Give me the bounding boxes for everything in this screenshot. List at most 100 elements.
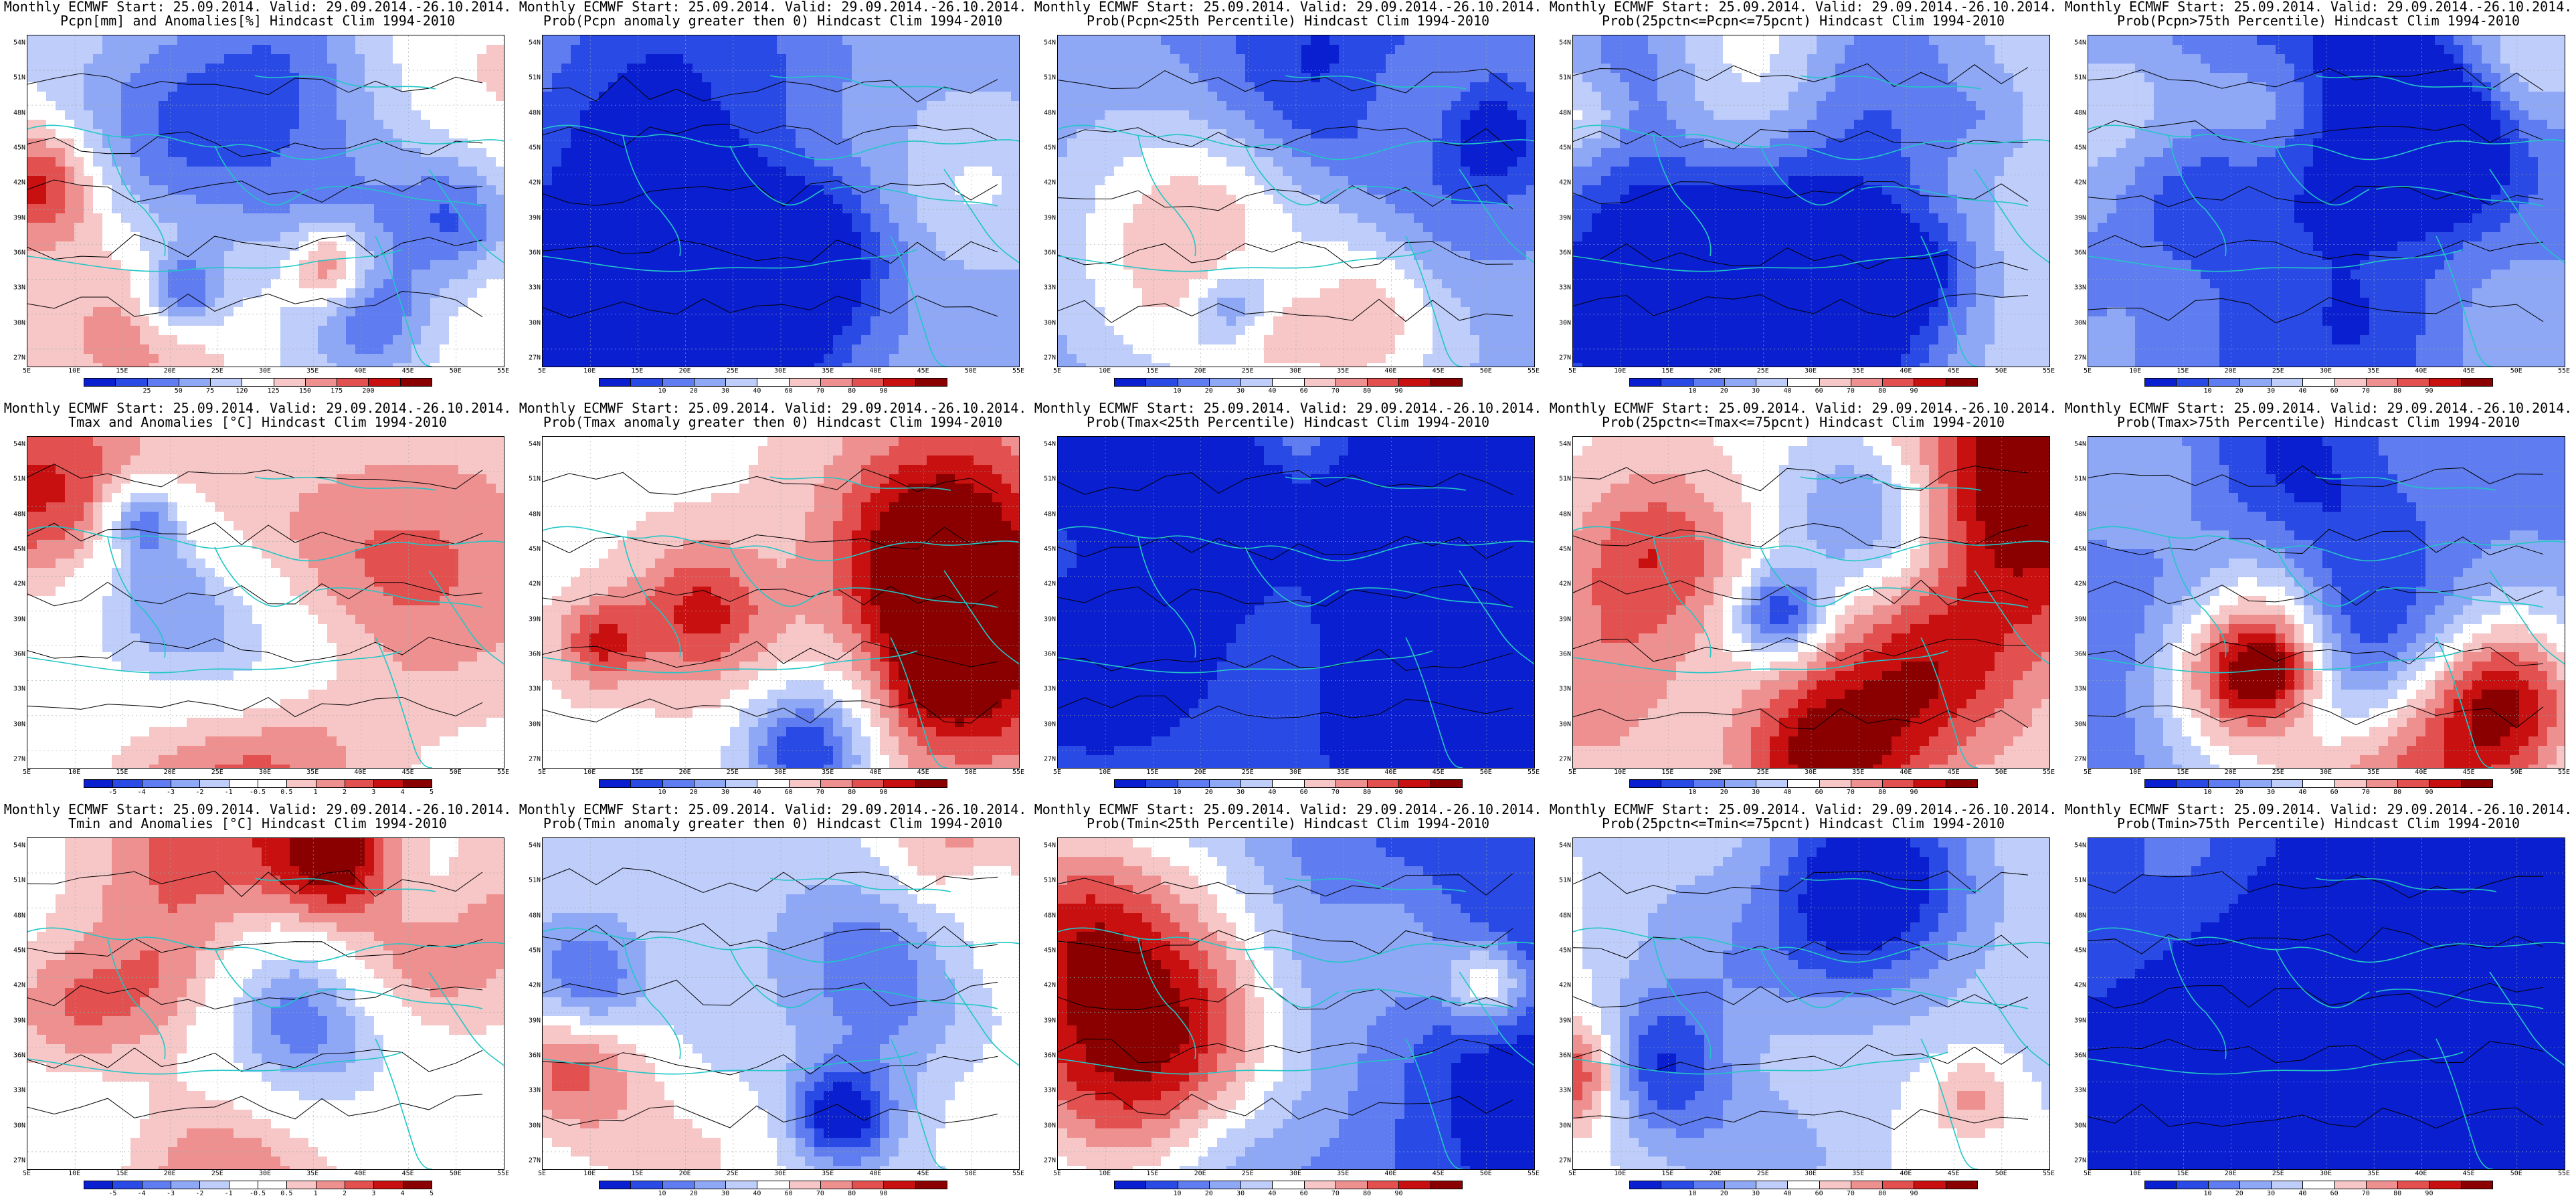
latitude-tick-label: 33N: [2074, 1087, 2086, 1094]
colorbar-swatch: [852, 1181, 885, 1189]
forecast-map: [1572, 35, 2050, 367]
longitude-tick-label: 35E: [2367, 367, 2379, 375]
colorbar-swatches: [2144, 1181, 2493, 1189]
colorbar-tick-label: 60: [1815, 1190, 1823, 1197]
panel-hindcast-label: Hindcast Clim 1994-2010: [1296, 815, 1489, 831]
panel-title-line1: Monthly ECMWF Start: 25.09.2014. Valid: …: [0, 803, 515, 817]
latitude-tick-label: 48N: [529, 912, 541, 919]
colorbar-swatch: [1629, 378, 1662, 387]
latitude-labels: 54N 51N 48N 45N 42N 39N 36N 33N 30N 27N: [1555, 436, 1571, 767]
latitude-tick-label: 42N: [1559, 982, 1571, 989]
latitude-tick-label: 27N: [1559, 1157, 1571, 1165]
colorbar-tick-label: 40: [1268, 387, 1276, 395]
colorbar-swatch: [1914, 378, 1946, 387]
colorbar-tick-label: 120: [236, 387, 248, 395]
latitude-tick-label: 30N: [2074, 1122, 2086, 1129]
latitude-tick-label: 30N: [13, 720, 25, 728]
latitude-tick-label: 27N: [1559, 355, 1571, 362]
colorbar-tick-label: 10: [658, 789, 666, 796]
latitude-tick-label: 36N: [13, 249, 25, 257]
longitude-tick-label: 20E: [2225, 769, 2237, 776]
colorbar-tick-label: 20: [1720, 387, 1728, 395]
latitude-tick-label: 45N: [2074, 546, 2086, 553]
colorbar-swatch: [1398, 779, 1431, 788]
colorbar-tick-label: -5: [108, 789, 116, 796]
colorbar-swatch: [141, 1181, 171, 1189]
longitude-tick-label: 30E: [259, 1170, 271, 1177]
latitude-tick-label: 30N: [529, 1122, 541, 1129]
longitude-tick-label: 5E: [1568, 1170, 1576, 1177]
panel-variable-label: Prob(Tmax<25th Percentile): [1087, 414, 1296, 430]
colorbar-swatch: [1692, 779, 1725, 788]
latitude-labels: 54N 51N 48N 45N 42N 39N 36N 33N 30N 27N: [1040, 436, 1056, 767]
latitude-tick-label: 45N: [1559, 144, 1571, 152]
colorbar-swatches: [1114, 378, 1463, 387]
colorbar: 10 20 30 40 60 70 80 90: [1629, 378, 1978, 398]
longitude-tick-label: 35E: [2367, 769, 2379, 776]
colorbar-swatch: [757, 779, 790, 788]
longitude-tick-label: 20E: [164, 1170, 176, 1177]
panel-tmin-anom: Monthly ECMWF Start: 25.09.2014. Valid: …: [0, 803, 515, 1204]
latitude-tick-label: 42N: [13, 179, 25, 187]
forecast-map: [1057, 35, 1535, 367]
latitude-tick-label: 39N: [529, 214, 541, 221]
panel-title-line1: Monthly ECMWF Start: 25.09.2014. Valid: …: [0, 401, 515, 415]
colorbar: 10 20 30 40 60 70 80 90: [599, 378, 947, 398]
colorbar-labels: 10 20 30 40 60 70 80 90: [599, 788, 947, 797]
latitude-tick-label: 30N: [1559, 319, 1571, 326]
longitude-tick-label: 45E: [1948, 367, 1960, 375]
longitude-tick-label: 45E: [1433, 1170, 1445, 1177]
colorbar-tick-label: -1: [225, 1190, 233, 1197]
colorbar-swatch: [1724, 378, 1757, 387]
latitude-tick-label: 27N: [1044, 756, 1056, 763]
latitude-tick-label: 51N: [1559, 476, 1571, 483]
longitude-tick-label: 15E: [1146, 769, 1158, 776]
colorbar-swatch: [2239, 1181, 2272, 1189]
longitude-tick-label: 25E: [2272, 367, 2284, 375]
longitude-tick-label: 30E: [774, 1170, 786, 1177]
colorbar-tick-label: -0.5: [250, 1190, 266, 1197]
longitude-tick-label: 35E: [822, 1170, 834, 1177]
longitude-tick-label: 10E: [68, 1170, 80, 1177]
longitude-tick-label: 15E: [1146, 367, 1158, 375]
colorbar-swatch: [1787, 779, 1820, 788]
colorbar-swatch: [1692, 378, 1725, 387]
longitude-tick-label: 40E: [1384, 769, 1396, 776]
latitude-tick-label: 45N: [1044, 144, 1056, 152]
longitude-tick-label: 5E: [538, 1170, 546, 1177]
colorbar: 10 20 30 40 60 70 80 90: [1629, 1181, 1978, 1201]
panel-title: Monthly ECMWF Start: 25.09.2014. Valid: …: [2061, 401, 2576, 429]
colorbar-tick-label: 40: [1783, 789, 1791, 796]
colorbar-swatch: [1756, 1181, 1788, 1189]
colorbar: 25 50 75 120 125 150 175 200: [84, 378, 432, 398]
panel-title-line2: Pcpn[mm] and Anomalies[%] Hindcast Clim …: [0, 14, 515, 28]
panel-hindcast-label: Hindcast Clim 1994-2010: [809, 815, 1002, 831]
latitude-tick-label: 51N: [2074, 476, 2086, 483]
colorbar-tick-label: 1: [314, 789, 318, 796]
colorbar-swatch: [2144, 1181, 2177, 1189]
colorbar-tick-label: -3: [167, 1190, 175, 1197]
colorbar-tick-label: 70: [2362, 1190, 2370, 1197]
colorbar-swatch: [820, 378, 853, 387]
colorbar-tick-label: 90: [2425, 789, 2433, 796]
panel-hindcast-label: Hindcast Clim 1994-2010: [2326, 414, 2520, 430]
longitude-tick-label: 50E: [450, 769, 462, 776]
longitude-tick-label: 10E: [1614, 1170, 1626, 1177]
colorbar-swatch: [599, 1181, 632, 1189]
colorbar-swatch: [2397, 1181, 2430, 1189]
colorbar-swatch: [1335, 779, 1368, 788]
longitude-labels: 5E 10E 15E 20E 25E 30E 35E 40E 45E 50E 55E: [23, 367, 509, 377]
colorbar-swatch: [820, 779, 853, 788]
colorbar-tick-label: 90: [1910, 387, 1918, 395]
longitude-tick-label: 25E: [211, 367, 223, 375]
longitude-tick-label: 55E: [2558, 367, 2570, 375]
colorbar-swatches: [84, 1181, 432, 1189]
latitude-tick-label: 33N: [529, 686, 541, 693]
longitude-tick-label: 35E: [1337, 1170, 1349, 1177]
longitude-tick-label: 55E: [497, 367, 509, 375]
colorbar-tick-label: 150: [299, 387, 311, 395]
colorbar-swatch: [242, 378, 274, 387]
colorbar-swatch: [337, 378, 369, 387]
colorbar-swatch: [112, 1181, 143, 1189]
forecast-map: [27, 35, 504, 367]
